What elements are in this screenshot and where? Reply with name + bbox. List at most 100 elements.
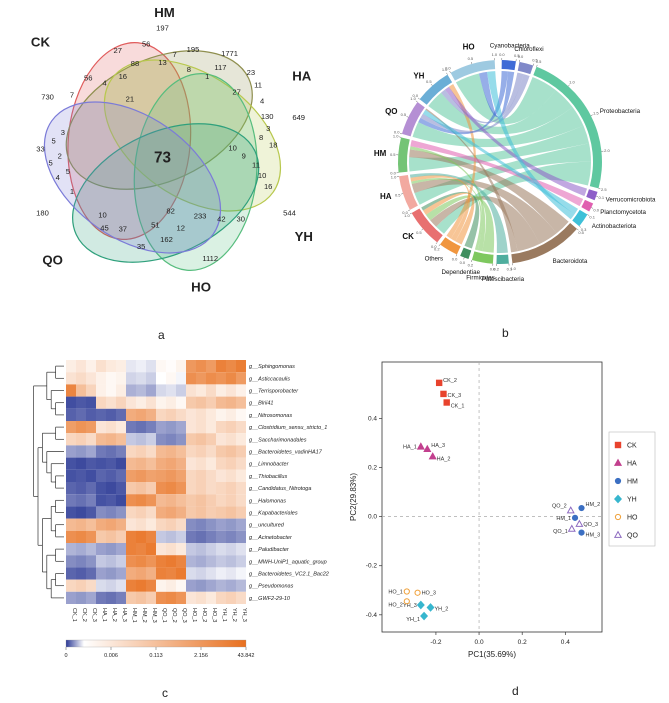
heatmap-cell — [206, 567, 216, 580]
chord-ribbon-YH-Proteobacteria — [428, 90, 573, 135]
heatmap-cell — [226, 530, 236, 543]
heatmap-cell — [186, 567, 196, 580]
venn-count: 30 — [237, 215, 245, 224]
heatmap-cell — [136, 579, 146, 592]
chord-ribbon-HM-Planctomycetota — [410, 139, 584, 207]
heatmap-cell — [96, 384, 106, 397]
heatmap-cell — [116, 445, 126, 458]
chord-segment-label-HA: HA — [380, 192, 392, 201]
chord-ribbon-YH-Verrucomicrobiota — [444, 86, 588, 197]
heatmap-cell — [76, 408, 86, 421]
heatmap-row-label: g__Acinetobacter — [249, 535, 293, 541]
heatmap-cell — [166, 360, 176, 373]
chord-ribbon-CK-Dependentiae — [421, 191, 480, 249]
heatmap-cell — [176, 506, 186, 519]
chord-tick-label: 1.0 — [442, 67, 448, 72]
heatmap-cell — [106, 555, 116, 568]
heatmap-cell — [76, 360, 86, 373]
heatmap-cell — [96, 579, 106, 592]
heatmap-col-label: QO_2 — [171, 608, 177, 623]
venn-count: 45 — [100, 224, 108, 233]
heatmap-cell — [126, 579, 136, 592]
heatmap-cell — [126, 469, 136, 482]
heatmap-cell — [146, 408, 156, 421]
heatmap-legend-tick-label: 2.156 — [194, 653, 208, 659]
heatmap-cell — [196, 433, 206, 446]
heatmap-cell — [126, 433, 136, 446]
heatmap-cell — [146, 445, 156, 458]
heatmap-cell — [96, 482, 106, 495]
heatmap-cell — [66, 482, 76, 495]
chord-tick-label: 1.5 — [593, 110, 599, 115]
heatmap-cell — [206, 445, 216, 458]
heatmap-cell — [196, 360, 206, 373]
heatmap-cell — [106, 579, 116, 592]
heatmap-cell — [166, 384, 176, 397]
chord-tick — [406, 116, 409, 118]
venn-set-HO — [72, 123, 260, 263]
heatmap-cell — [86, 579, 96, 592]
heatmap-col-label: YH_2 — [231, 608, 237, 622]
venn-count: 7 — [173, 50, 177, 59]
heatmap-cell — [206, 360, 216, 373]
heatmap-row-label: g__Saccharimonadales — [249, 437, 307, 443]
heatmap-cell — [176, 494, 186, 507]
chord-tick-label: 0.1 — [589, 215, 595, 220]
pca-point — [403, 588, 410, 595]
heatmap-cell — [126, 555, 136, 568]
heatmap-cell — [156, 433, 166, 446]
heatmap-cell — [216, 591, 226, 604]
chord-tick — [536, 64, 538, 67]
pca-point-label: HM_3 — [586, 533, 601, 539]
heatmap-cell — [166, 543, 176, 556]
heatmap-cell — [136, 555, 146, 568]
chord-tick-label: 0.0 — [518, 54, 524, 59]
chord-tick-label: 0.0 — [413, 93, 419, 98]
y-tick-label: 0.2 — [368, 465, 377, 472]
heatmap-cell — [86, 408, 96, 421]
heatmap-cell — [236, 445, 246, 458]
chord-tick-label: 0.0 — [445, 65, 451, 70]
heatmap-cell — [146, 469, 156, 482]
heatmap-cell — [66, 506, 76, 519]
venn-set-label-HO: HO — [191, 280, 211, 295]
heatmap-cell — [156, 506, 166, 519]
heatmap-cell — [156, 445, 166, 458]
heatmap-cell — [156, 591, 166, 604]
heatmap-cell — [146, 518, 156, 531]
heatmap-cell — [146, 555, 156, 568]
heatmap-cell — [206, 408, 216, 421]
pca-point-label: HO_3 — [422, 591, 436, 597]
pca-point-label: QO_1 — [553, 529, 568, 535]
chord-tick-label: 0.5 — [532, 58, 538, 63]
heatmap-cell — [176, 408, 186, 421]
heatmap-cell — [86, 360, 96, 373]
venn-count: 10 — [228, 143, 236, 152]
heatmap-cell — [66, 518, 76, 531]
heatmap-cell — [166, 506, 176, 519]
heatmap-cell — [146, 506, 156, 519]
heatmap-cell — [136, 518, 146, 531]
heatmap-cell — [206, 433, 216, 446]
heatmap-cell — [236, 518, 246, 531]
heatmap-cell — [146, 482, 156, 495]
heatmap-cell — [186, 530, 196, 543]
heatmap-cell — [146, 433, 156, 446]
chord-svg: 0.0 0.5Cyanobacteria0.00.5Chloroflexi0.51… — [374, 42, 656, 283]
heatmap-cell — [166, 372, 176, 385]
heatmap-cell — [146, 457, 156, 470]
heatmap-cell — [176, 555, 186, 568]
heatmap-cell — [156, 372, 166, 385]
heatmap-row-label: g__Thiobacillus — [249, 474, 287, 480]
heatmap-cell — [156, 530, 166, 543]
pca-point — [613, 458, 623, 466]
heatmap-cell — [106, 384, 116, 397]
heatmap-cell — [176, 469, 186, 482]
chord-tick — [399, 133, 403, 135]
pca-point — [420, 611, 429, 621]
pca-point — [575, 519, 584, 527]
heatmap-cell — [126, 384, 136, 397]
venn-count: 16 — [119, 72, 127, 81]
heatmap-cell — [66, 384, 76, 397]
heatmap-cell — [136, 457, 146, 470]
